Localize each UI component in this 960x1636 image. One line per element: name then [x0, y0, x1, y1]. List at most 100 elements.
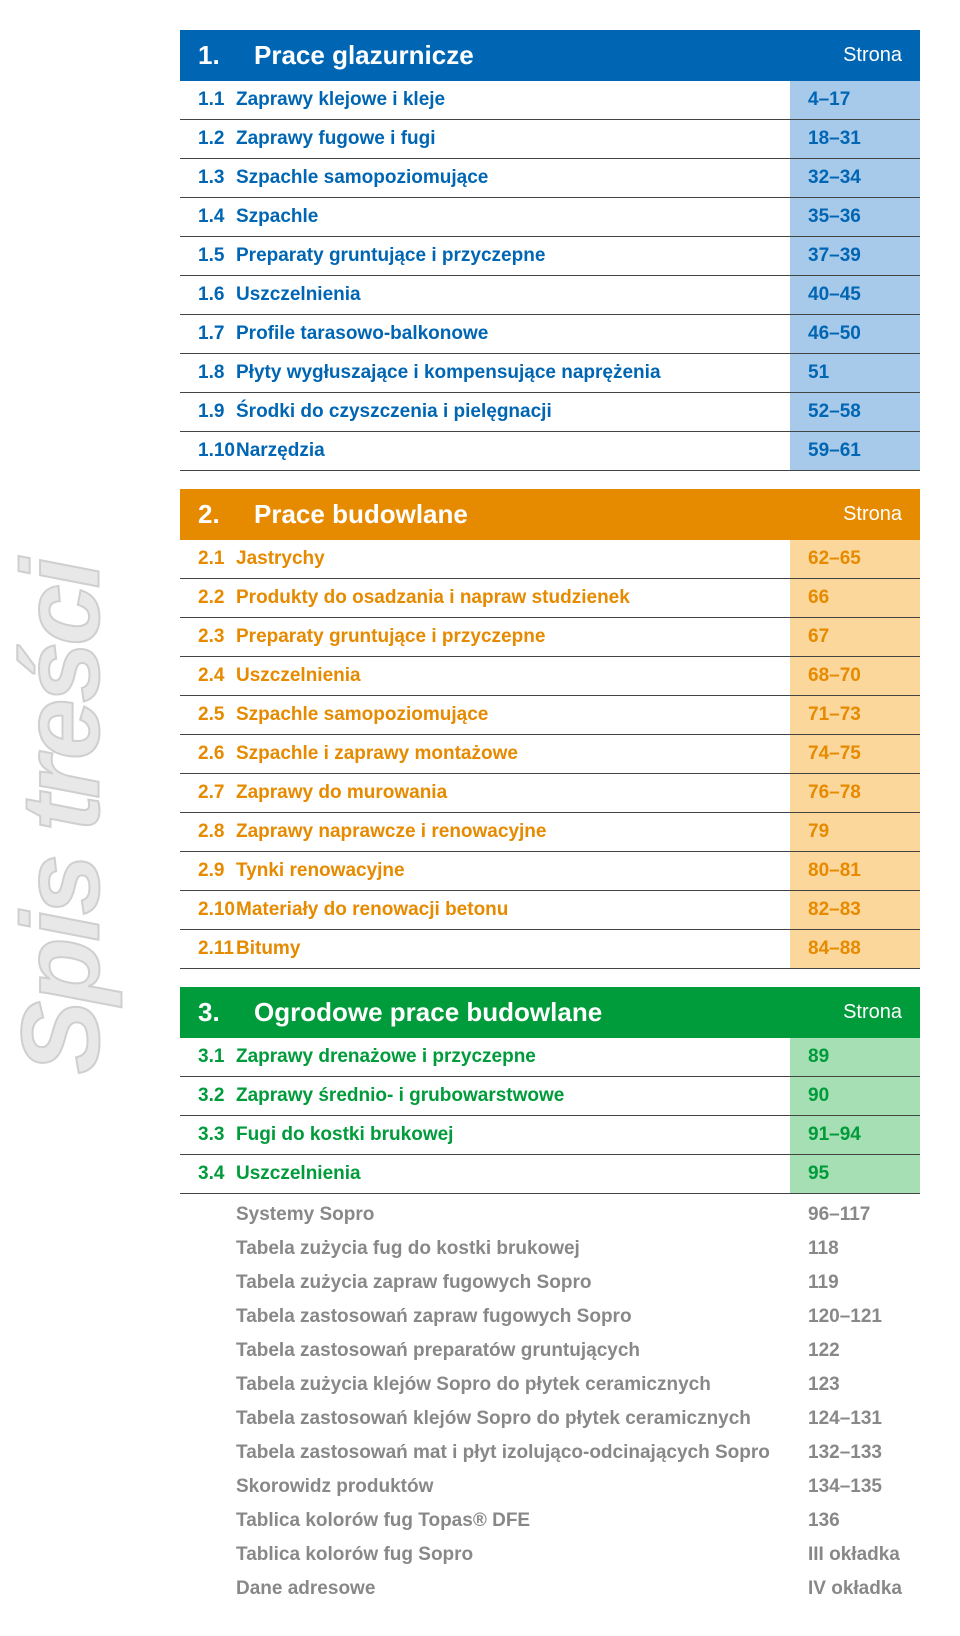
- section-header: 2.Prace budowlaneStrona: [180, 489, 920, 540]
- item-title: Zaprawy do murowania: [236, 774, 790, 812]
- item-title: Jastrychy: [236, 540, 790, 578]
- item-pages: 80–81: [790, 852, 920, 890]
- appendix-pages: 122: [790, 1334, 920, 1368]
- item-title: Uszczelnienia: [236, 1155, 790, 1193]
- item-number: 2.3: [180, 618, 236, 656]
- item-number: 3.4: [180, 1155, 236, 1193]
- page: Spis treści 1.Prace glazurniczeStrona1.1…: [0, 0, 960, 1636]
- section-header: 1.Prace glazurniczeStrona: [180, 30, 920, 81]
- appendix-row: Tablica kolorów fug SoproIII okładka: [180, 1538, 920, 1572]
- item-number: 2.1: [180, 540, 236, 578]
- appendix-title: Tabela zastosowań klejów Sopro do płytek…: [180, 1402, 790, 1436]
- toc-row: 1.1Zaprawy klejowe i kleje4–17: [180, 81, 920, 120]
- appendix-row: Dane adresoweIV okładka: [180, 1572, 920, 1606]
- item-title: Szpachle samopoziomujące: [236, 696, 790, 734]
- appendix-pages: 132–133: [790, 1436, 920, 1470]
- item-pages: 89: [790, 1038, 920, 1076]
- item-pages: 82–83: [790, 891, 920, 929]
- item-number: 2.6: [180, 735, 236, 773]
- item-pages: 52–58: [790, 393, 920, 431]
- toc-row: 1.9Środki do czyszczenia i pielęgnacji52…: [180, 393, 920, 432]
- section-title: Prace budowlane: [254, 499, 843, 530]
- item-pages: 4–17: [790, 81, 920, 119]
- item-title: Uszczelnienia: [236, 276, 790, 314]
- appendix-pages: III okładka: [790, 1538, 920, 1572]
- item-pages: 90: [790, 1077, 920, 1115]
- appendix-pages: 136: [790, 1504, 920, 1538]
- item-number: 2.11: [180, 930, 236, 968]
- toc-row: 2.9Tynki renowacyjne80–81: [180, 852, 920, 891]
- item-number: 1.2: [180, 120, 236, 158]
- toc-row: 2.7Zaprawy do murowania76–78: [180, 774, 920, 813]
- appendix-pages: 119: [790, 1266, 920, 1300]
- toc-row: 2.8Zaprawy naprawcze i renowacyjne79: [180, 813, 920, 852]
- item-number: 1.3: [180, 159, 236, 197]
- appendix-row: Tablica kolorów fug Topas® DFE136: [180, 1504, 920, 1538]
- appendix-pages: 123: [790, 1368, 920, 1402]
- item-number: 1.1: [180, 81, 236, 119]
- item-pages: 67: [790, 618, 920, 656]
- item-title: Produkty do osadzania i napraw studziene…: [236, 579, 790, 617]
- section-title: Ogrodowe prace budowlane: [254, 997, 843, 1028]
- item-pages: 62–65: [790, 540, 920, 578]
- item-title: Uszczelnienia: [236, 657, 790, 695]
- appendix-row: Tabela zastosowań klejów Sopro do płytek…: [180, 1402, 920, 1436]
- item-title: Płyty wygłuszające i kompensujące napręż…: [236, 354, 790, 392]
- section-header: 3.Ogrodowe prace budowlaneStrona: [180, 987, 920, 1038]
- item-pages: 59–61: [790, 432, 920, 470]
- item-pages: 91–94: [790, 1116, 920, 1154]
- appendix-row: Tabela zastosowań zapraw fugowych Sopro1…: [180, 1300, 920, 1334]
- item-title: Szpachle samopoziomujące: [236, 159, 790, 197]
- toc-row: 2.10Materiały do renowacji betonu82–83: [180, 891, 920, 930]
- appendix-title: Tabela zastosowań zapraw fugowych Sopro: [180, 1300, 790, 1334]
- item-pages: 95: [790, 1155, 920, 1193]
- appendix-row: Tabela zastosowań preparatów gruntującyc…: [180, 1334, 920, 1368]
- item-pages: 79: [790, 813, 920, 851]
- toc-row: 3.2Zaprawy średnio- i grubowarstwowe90: [180, 1077, 920, 1116]
- toc-row: 1.4Szpachle35–36: [180, 198, 920, 237]
- appendix-title: Dane adresowe: [180, 1572, 790, 1606]
- item-number: 2.10: [180, 891, 236, 929]
- toc-row: 2.11Bitumy84–88: [180, 930, 920, 969]
- item-title: Preparaty gruntujące i przyczepne: [236, 618, 790, 656]
- item-title: Profile tarasowo-balkonowe: [236, 315, 790, 353]
- toc-row: 1.3Szpachle samopoziomujące32–34: [180, 159, 920, 198]
- item-pages: 84–88: [790, 930, 920, 968]
- section-number: 1.: [198, 40, 254, 71]
- item-title: Zaprawy fugowe i fugi: [236, 120, 790, 158]
- appendix-row: Systemy Sopro96–117: [180, 1198, 920, 1232]
- toc-row: 2.3Preparaty gruntujące i przyczepne67: [180, 618, 920, 657]
- item-title: Preparaty gruntujące i przyczepne: [236, 237, 790, 275]
- item-pages: 18–31: [790, 120, 920, 158]
- item-title: Środki do czyszczenia i pielęgnacji: [236, 393, 790, 431]
- toc-row: 1.5Preparaty gruntujące i przyczepne37–3…: [180, 237, 920, 276]
- toc-row: 1.10Narzędzia59–61: [180, 432, 920, 471]
- toc-content: 1.Prace glazurniczeStrona1.1Zaprawy klej…: [180, 30, 920, 1606]
- toc-row: 2.6Szpachle i zaprawy montażowe74–75: [180, 735, 920, 774]
- item-number: 3.2: [180, 1077, 236, 1115]
- appendix-pages: 134–135: [790, 1470, 920, 1504]
- toc-row: 3.3Fugi do kostki brukowej91–94: [180, 1116, 920, 1155]
- appendix-pages: 120–121: [790, 1300, 920, 1334]
- appendix-title: Tabela zużycia fug do kostki brukowej: [180, 1232, 790, 1266]
- section-number: 3.: [198, 997, 254, 1028]
- item-number: 1.8: [180, 354, 236, 392]
- appendix-row: Tabela zastosowań mat i płyt izolująco-o…: [180, 1436, 920, 1470]
- toc-row: 2.2Produkty do osadzania i napraw studzi…: [180, 579, 920, 618]
- item-title: Szpachle: [236, 198, 790, 236]
- appendix: Systemy Sopro96–117Tabela zużycia fug do…: [180, 1198, 920, 1606]
- item-number: 3.3: [180, 1116, 236, 1154]
- item-number: 1.9: [180, 393, 236, 431]
- item-number: 3.1: [180, 1038, 236, 1076]
- item-pages: 32–34: [790, 159, 920, 197]
- item-title: Szpachle i zaprawy montażowe: [236, 735, 790, 773]
- item-title: Zaprawy średnio- i grubowarstwowe: [236, 1077, 790, 1115]
- appendix-row: Tabela zużycia fug do kostki brukowej118: [180, 1232, 920, 1266]
- toc-row: 2.4Uszczelnienia68–70: [180, 657, 920, 696]
- item-title: Zaprawy klejowe i kleje: [236, 81, 790, 119]
- appendix-row: Tabela zużycia zapraw fugowych Sopro119: [180, 1266, 920, 1300]
- appendix-pages: 124–131: [790, 1402, 920, 1436]
- item-pages: 35–36: [790, 198, 920, 236]
- item-title: Zaprawy naprawcze i renowacyjne: [236, 813, 790, 851]
- appendix-title: Tabela zastosowań mat i płyt izolująco-o…: [180, 1436, 790, 1470]
